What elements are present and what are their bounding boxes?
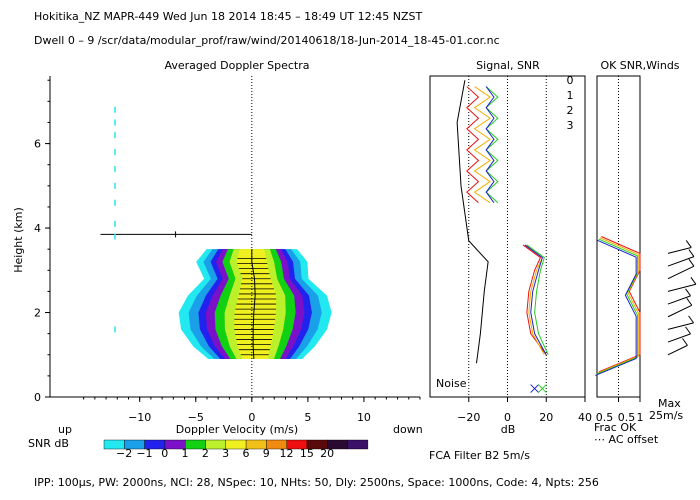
spectra-y-tick-label: 4: [34, 222, 41, 235]
ok-series-2: [596, 238, 638, 375]
colorbar-tick-label: 1: [182, 447, 189, 460]
noise-label: Noise: [436, 377, 467, 390]
max-label: Max: [658, 397, 681, 410]
header-title: Hokitika_NZ MAPR-449 Wed Jun 18 2014 18:…: [34, 10, 423, 23]
colorbar-tick-label: 2: [202, 447, 209, 460]
snr-marker: [538, 384, 547, 393]
colorbar-tick-label: 15: [300, 447, 314, 460]
ok-legend-0: 0: [567, 74, 574, 87]
frac-ok-label: Frac OK: [594, 421, 637, 434]
snr-x-tick-label: 0: [504, 411, 511, 424]
signal-snr-panel: −20 0 20 40: [429, 75, 592, 424]
wind-barb: [667, 344, 688, 356]
snr-upper-trace: [485, 86, 495, 204]
ok-x-tick-label: 0.5: [618, 411, 636, 424]
wind-barb-flag: [685, 288, 691, 297]
wind-barb: [667, 333, 691, 343]
snr-x-tick-label: −20: [457, 411, 480, 424]
colorbar-tick-label: −2: [116, 447, 132, 460]
snr-colorbar: −2 −1 0 1 2 3 6 9 12 15 20: [103, 439, 369, 460]
ok-series-0: [598, 236, 641, 373]
wind-barb-flag: [685, 240, 692, 248]
doppler-spectra-panel: −10 −5 0 5 10 0 2 4 6: [34, 76, 421, 424]
colorbar-tick-label: 0: [161, 447, 168, 460]
colorbar-tick-label: 6: [242, 447, 249, 460]
spectra-x-tick-label: −10: [128, 411, 151, 424]
wind-barb: [667, 295, 691, 305]
wind-barb: [667, 246, 692, 254]
ok-legend-3: 3: [567, 119, 574, 132]
snr-x-tick-label: 40: [578, 411, 592, 424]
spectra-title: Averaged Doppler Spectra: [164, 59, 309, 72]
ok-x-tick-label: 0.5: [596, 411, 614, 424]
wind-barb-flag: [685, 326, 691, 335]
spectra-up-label: up: [58, 423, 72, 436]
ok-series-1: [597, 237, 640, 374]
max-value-label: 25m/s: [649, 409, 683, 422]
ok-legend-2: 2: [567, 104, 574, 117]
wind-barb: [667, 304, 692, 318]
fca-filter-label: FCA Filter B2 5m/s: [429, 449, 530, 462]
snr-marker: [530, 384, 539, 393]
spectra-center-trace: [251, 249, 256, 360]
colorbar-tick-label: 9: [263, 447, 270, 460]
colorbar-tick-label: 12: [280, 447, 294, 460]
spectra-down-label: down: [393, 423, 423, 436]
spectra-y-tick-label: 0: [34, 391, 41, 404]
snr-series-noise: [456, 80, 489, 364]
wind-barb: [667, 256, 695, 267]
snr-upper-trace: [466, 86, 480, 204]
wind-barb-flag: [682, 338, 688, 346]
wind-barb: [667, 283, 697, 292]
spectra-x-tick-label: 5: [304, 411, 311, 424]
colorbar-label: SNR dB: [28, 437, 69, 450]
spectra-y-tick-label: 2: [34, 307, 41, 320]
wind-barb-flag: [688, 258, 695, 267]
snr-series-2: [526, 244, 549, 355]
spectra-x-tick-label: 0: [248, 411, 255, 424]
wind-barb: [667, 265, 695, 280]
snr-upper-trace: [473, 86, 491, 204]
snr-series-3: [524, 244, 547, 356]
spectra-xlabel: Doppler Velocity (m/s): [176, 423, 298, 436]
snr-x-tick-label: 20: [539, 411, 553, 424]
spectra-x-tick-label: 10: [357, 411, 371, 424]
snr-title: Signal, SNR: [476, 59, 540, 72]
ok-x-tick-label: 1: [637, 411, 644, 424]
wind-barb-flag: [688, 315, 694, 324]
footer-params: IPP: 100µs, PW: 2000ns, NCI: 28, NSpec: …: [34, 476, 599, 489]
colorbar-tick-label: 3: [222, 447, 229, 460]
ok-legend-1: 1: [567, 89, 574, 102]
spectra-y-tick-label: 6: [34, 138, 41, 151]
spectra-ylabel: Height (km): [12, 207, 25, 273]
ok-series-3: [595, 239, 637, 376]
wind-barb-flag: [688, 249, 695, 257]
ok-title: OK SNR,Winds: [600, 59, 679, 72]
snr-upper-trace: [485, 86, 499, 204]
colorbar-tick-label: −1: [136, 447, 152, 460]
header-file: Dwell 0 – 9 /scr/data/modular_prof/raw/w…: [34, 34, 500, 47]
wind-barbs: [667, 240, 697, 356]
snr-xlabel: dB: [501, 423, 516, 436]
snr-series-0: [522, 244, 547, 356]
wind-barb: [667, 322, 694, 330]
spectra-x-tick-label: −5: [188, 411, 204, 424]
colorbar-tick-label: 20: [320, 447, 334, 460]
wind-barb-flag: [690, 276, 697, 285]
colorbar-cell-12: [347, 439, 369, 450]
wind-barb-flag: [686, 297, 693, 306]
ac-offset-label: ⋯ AC offset: [594, 433, 659, 446]
